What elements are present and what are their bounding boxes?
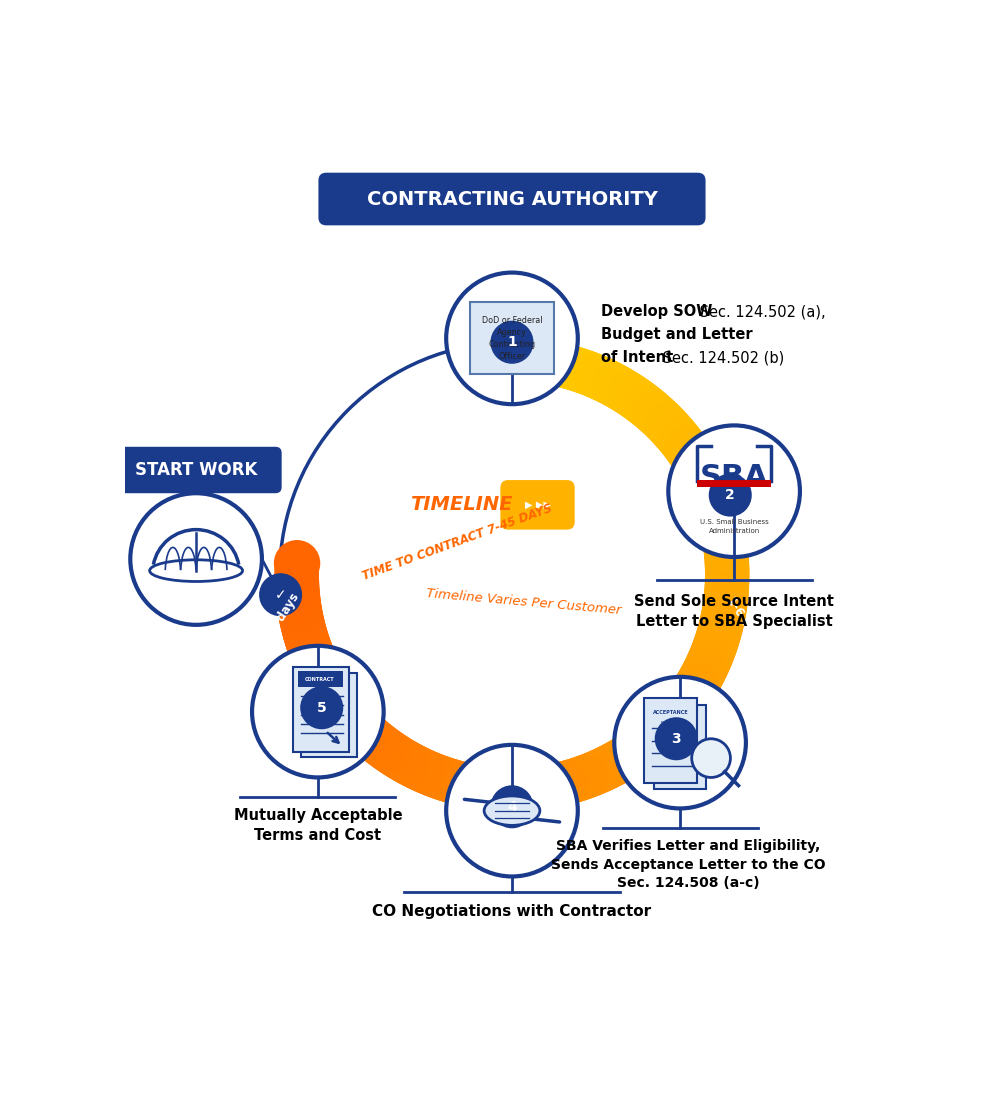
Text: START WORK: START WORK — [135, 461, 258, 479]
FancyBboxPatch shape — [299, 671, 344, 686]
FancyBboxPatch shape — [644, 699, 697, 783]
Text: 1: 1 — [507, 335, 516, 349]
FancyBboxPatch shape — [319, 173, 705, 226]
Text: TIME TO CONTRACT 7-45 DAYS: TIME TO CONTRACT 7-45 DAYS — [361, 501, 554, 582]
Circle shape — [710, 475, 750, 515]
Text: Sec. 124.502 (a),: Sec. 124.502 (a), — [695, 304, 826, 319]
Text: 1-30 days: 1-30 days — [258, 590, 302, 652]
FancyBboxPatch shape — [500, 480, 574, 529]
Text: Mutually Acceptable
Terms and Cost: Mutually Acceptable Terms and Cost — [234, 808, 403, 844]
Circle shape — [614, 676, 746, 808]
Text: 1-6 days: 1-6 days — [724, 593, 764, 649]
FancyBboxPatch shape — [293, 668, 349, 752]
Text: ▶ ▶▶: ▶ ▶▶ — [524, 500, 550, 510]
FancyBboxPatch shape — [471, 302, 553, 374]
Text: CONTRACT: CONTRACT — [305, 677, 335, 682]
Text: 2: 2 — [725, 488, 735, 503]
Circle shape — [274, 540, 321, 587]
Text: U.S. Small Business: U.S. Small Business — [699, 519, 768, 525]
FancyBboxPatch shape — [111, 447, 282, 494]
Circle shape — [492, 787, 532, 827]
Text: Budget and Letter: Budget and Letter — [601, 328, 752, 342]
Text: Develop SOW: Develop SOW — [601, 304, 712, 319]
Text: SBA: SBA — [699, 463, 768, 492]
Circle shape — [261, 575, 301, 614]
FancyBboxPatch shape — [301, 673, 357, 757]
Text: DoD or Federal
Agency
Contracting
Officer: DoD or Federal Agency Contracting Office… — [482, 315, 542, 361]
Circle shape — [130, 494, 262, 624]
Text: 4: 4 — [507, 799, 516, 814]
Circle shape — [302, 687, 342, 728]
Text: TIMELINE: TIMELINE — [411, 495, 512, 515]
Text: CONTRACTING AUTHORITY: CONTRACTING AUTHORITY — [367, 189, 657, 208]
Text: ACCEPTANCE: ACCEPTANCE — [653, 710, 688, 715]
FancyBboxPatch shape — [697, 479, 771, 487]
Text: SBA Verifies Letter and Eligibility,
Sends Acceptance Letter to the CO
Sec. 124.: SBA Verifies Letter and Eligibility, Sen… — [550, 839, 825, 890]
FancyBboxPatch shape — [653, 705, 706, 789]
Ellipse shape — [485, 796, 539, 826]
Circle shape — [447, 272, 577, 404]
Text: of Intent: of Intent — [601, 351, 673, 365]
Circle shape — [252, 645, 384, 777]
Text: 3: 3 — [671, 732, 681, 746]
Text: Sec. 124.502 (b): Sec. 124.502 (b) — [657, 351, 784, 365]
Text: ✓: ✓ — [275, 588, 287, 602]
Text: Send Sole Source Intent
Letter to SBA Specialist: Send Sole Source Intent Letter to SBA Sp… — [634, 594, 834, 629]
Circle shape — [668, 425, 800, 557]
Text: Administration: Administration — [708, 528, 760, 535]
Circle shape — [656, 718, 696, 759]
Text: CO Negotiations with Contractor: CO Negotiations with Contractor — [373, 903, 651, 919]
Text: 5: 5 — [317, 701, 327, 715]
Circle shape — [691, 738, 730, 777]
Circle shape — [447, 745, 577, 877]
Circle shape — [492, 322, 532, 362]
Text: LETTER: LETTER — [660, 721, 681, 726]
Text: Timeline Varies Per Customer: Timeline Varies Per Customer — [426, 587, 621, 617]
